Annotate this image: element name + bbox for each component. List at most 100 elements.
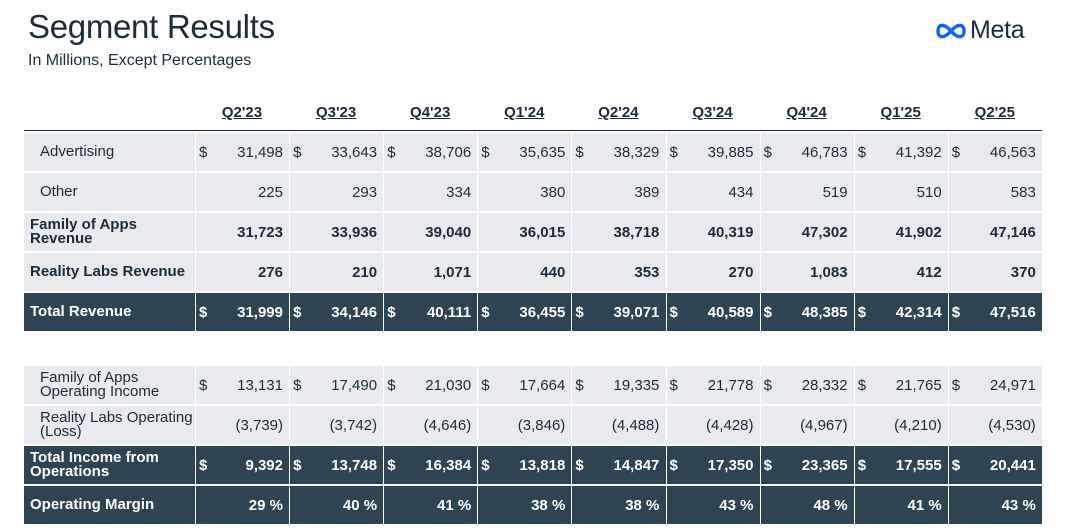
cell-value: 412 <box>916 263 942 281</box>
cell-value: 13,748 <box>331 456 378 474</box>
cell-value: 519 <box>822 183 848 201</box>
currency-symbol: $ <box>199 143 208 161</box>
table-cell: 434 <box>665 173 760 211</box>
cell-value: 24,971 <box>989 376 1036 394</box>
cell-value: 210 <box>352 263 378 281</box>
table-cell: 353 <box>571 253 665 291</box>
quarter-header-row: Q2'23 Q3'23 Q4'23 Q1'24 Q2'24 Q3'24 Q4'24 Q1'25… <box>24 104 1042 131</box>
currency-symbol: $ <box>575 376 584 394</box>
cell-value: 276 <box>257 263 283 281</box>
table-cell: $40,589 <box>665 293 760 331</box>
table-cell: $38,329 <box>571 133 665 171</box>
table-cell: 389 <box>571 173 665 211</box>
table-cell: $39,071 <box>571 293 665 331</box>
table-cell: 270 <box>665 253 760 291</box>
row-label: Operating Margin <box>30 496 155 513</box>
cell-value: 34,146 <box>331 303 378 321</box>
table-cell: $38,706 <box>383 133 477 171</box>
cell-value: 21,030 <box>425 376 472 394</box>
table-cell: $13,818 <box>477 446 571 484</box>
currency-symbol: $ <box>857 303 867 321</box>
table-cell: (3,742) <box>289 406 383 444</box>
currency-symbol: $ <box>763 456 772 474</box>
cell-value: 14,847 <box>613 456 660 474</box>
table-cell: 47,302 <box>759 213 854 251</box>
table-cell: $13,748 <box>289 446 383 484</box>
currency-symbol: $ <box>481 303 490 321</box>
currency-symbol: $ <box>669 303 678 321</box>
cell-value: 434 <box>728 183 754 201</box>
table-cell: (3,739) <box>195 406 289 444</box>
row-label: Total Income from Operations <box>30 449 159 480</box>
table-cell: 38,718 <box>571 213 665 251</box>
table-cell: 412 <box>853 253 948 291</box>
quarter-header: Q3'24 <box>692 104 733 121</box>
cell-value: 1,083 <box>810 263 848 281</box>
cell-value: 370 <box>1010 263 1036 281</box>
table-cell: $35,635 <box>477 133 571 171</box>
table-cell: $23,365 <box>759 446 854 484</box>
row-label: Family of Apps Operating Income <box>40 369 160 400</box>
cell-value: (4,210) <box>894 416 942 434</box>
cell-value: 31,723 <box>237 223 283 241</box>
cell-value: 21,765 <box>895 376 942 394</box>
cell-value: 33,643 <box>331 143 378 161</box>
table-cell: 33,936 <box>289 213 383 251</box>
cell-value: 38,718 <box>613 223 660 241</box>
cell-value: 13,131 <box>237 376 283 394</box>
quarter-header: Q3'23 <box>315 104 357 121</box>
table-cell: (4,488) <box>571 406 665 444</box>
cell-value: (4,646) <box>423 416 472 434</box>
currency-symbol: $ <box>575 456 584 474</box>
income-table: Family of Apps Operating Income $13,131 $1… <box>24 366 1042 526</box>
cell-value: 17,490 <box>331 376 378 394</box>
table-cell: $48,385 <box>759 293 854 331</box>
cell-value: 353 <box>634 263 660 281</box>
table-cell: $13,131 <box>195 366 289 404</box>
table-cell: 583 <box>947 173 1042 211</box>
currency-symbol: $ <box>857 376 867 394</box>
table-cell: (4,646) <box>383 406 477 444</box>
table-cell: 38 % <box>477 486 571 524</box>
currency-symbol: $ <box>669 143 678 161</box>
table-cell: $42,314 <box>853 293 948 331</box>
currency-symbol: $ <box>763 303 772 321</box>
table-row: Operating Margin 29 % 40 % 41 % 38 % 38 % 43 %… <box>24 486 1042 526</box>
currency-symbol: $ <box>387 456 396 474</box>
currency-symbol: $ <box>199 303 208 321</box>
table-cell: 210 <box>289 253 383 291</box>
table-cell: 225 <box>195 173 289 211</box>
cell-value: 20,441 <box>989 456 1036 474</box>
table-cell: 519 <box>759 173 854 211</box>
table-cell: 380 <box>477 173 571 211</box>
meta-logo: Meta <box>934 16 1025 45</box>
table-cell: $14,847 <box>571 446 665 484</box>
quarter-header: Q2'23 <box>221 104 263 121</box>
cell-value: 39,885 <box>707 143 754 161</box>
table-cell: $31,498 <box>195 133 289 171</box>
cell-value: (3,739) <box>235 416 283 434</box>
page-title: Segment Results <box>28 8 275 45</box>
table-cell: 293 <box>289 173 383 211</box>
table-cell: $17,664 <box>477 366 571 404</box>
cell-value: 293 <box>352 183 378 201</box>
currency-symbol: $ <box>575 303 584 321</box>
currency-symbol: $ <box>199 456 208 474</box>
cell-value: 47,146 <box>989 223 1036 241</box>
table-cell: 48 % <box>759 486 854 524</box>
table-row: Total Revenue $31,999 $34,146 $40,111 $36,45… <box>24 293 1042 333</box>
table-row: Reality Labs Operating (Loss) (3,739) (3,7… <box>24 406 1042 446</box>
cell-value: 334 <box>446 183 472 201</box>
cell-value: 41,902 <box>895 223 942 241</box>
cell-value: 21,778 <box>707 376 754 394</box>
table-row: Total Income from Operations $9,392 $13,74… <box>24 446 1042 486</box>
cell-value: 1,071 <box>433 263 472 281</box>
cell-value: 43 % <box>719 496 754 514</box>
table-cell: $46,783 <box>759 133 854 171</box>
cell-value: 16,384 <box>425 456 472 474</box>
cell-value: 47,516 <box>989 303 1036 321</box>
row-label: Family of Apps Revenue <box>30 216 137 247</box>
table-cell: 440 <box>477 253 571 291</box>
meta-logo-text: Meta <box>970 16 1025 44</box>
quarter-header: Q2'25 <box>974 104 1015 121</box>
